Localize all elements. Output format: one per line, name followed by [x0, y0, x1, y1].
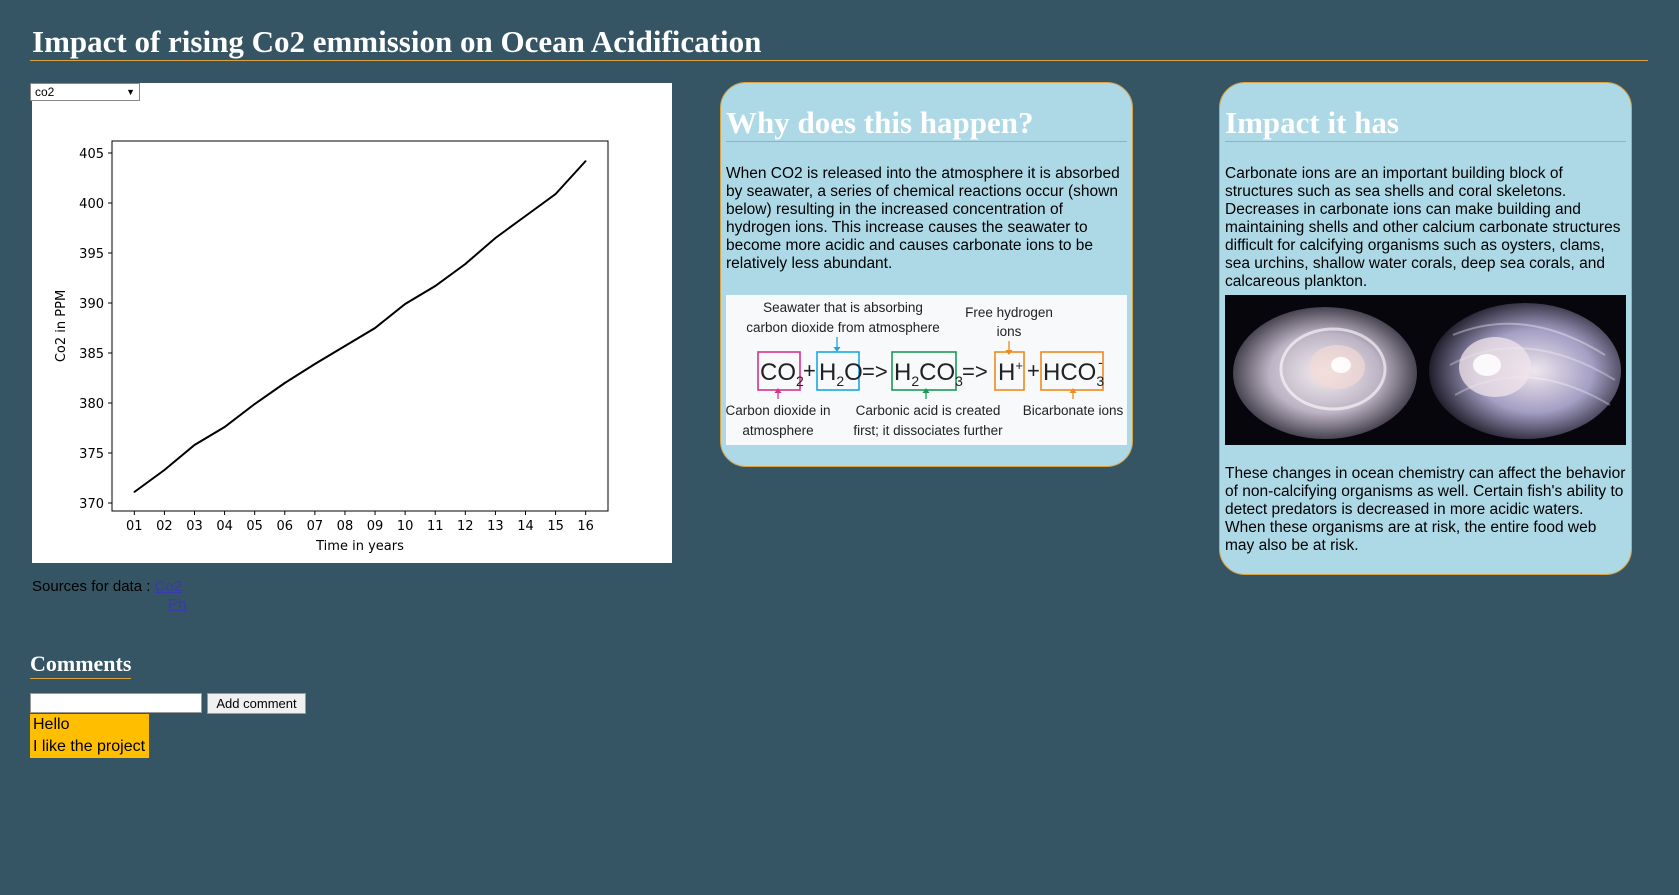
plus-sign: + — [803, 358, 816, 383]
data-point — [524, 215, 527, 217]
add-comment-button[interactable]: Add comment — [207, 693, 306, 714]
hco3-formula: HCO3- — [1043, 354, 1104, 389]
label-bicarbonate: Bicarbonate ions — [1023, 403, 1124, 418]
h2o-box — [816, 351, 860, 391]
title-divider — [30, 60, 1648, 61]
x-tick-label: 16 — [577, 519, 594, 534]
x-tick-label: 11 — [427, 519, 444, 534]
h2co3-formula: H2CO3 — [894, 359, 963, 389]
data-point — [253, 403, 256, 405]
impact-card: Impact it has Carbonate ions are an impo… — [1219, 82, 1632, 575]
co2-formula: CO2 — [760, 359, 804, 389]
x-tick-label: 04 — [216, 519, 233, 534]
data-point — [404, 303, 406, 305]
chemical-reaction-diagram: Seawater that is absorbing carbon dioxid… — [726, 295, 1127, 445]
label-seawater-2: carbon dioxide from atmosphere — [746, 320, 940, 335]
x-tick-label: 08 — [337, 519, 354, 534]
comment-list: Hello I like the project — [30, 714, 149, 758]
data-point — [434, 285, 437, 287]
hco3-box — [1040, 351, 1104, 391]
x-tick-label: 01 — [126, 519, 143, 534]
pteropod-shell-image — [1225, 295, 1626, 445]
label-acid-2: first; it dissociates further — [853, 423, 1003, 438]
impact-card-text-2: These changes in ocean chemistry can aff… — [1225, 465, 1626, 554]
x-tick-label: 06 — [276, 519, 293, 534]
data-point — [223, 426, 226, 428]
hplus-formula: H+ — [998, 358, 1023, 386]
x-axis-label: Time in years — [315, 539, 404, 554]
label-seawater-1: Seawater that is absorbing — [763, 300, 923, 315]
impact-card-text-1: Carbonate ions are an important building… — [1225, 165, 1621, 290]
co2-line-chart: 370 375 380 385 390 395 400 405 01 02 03 04 05 06 07 08… — [54, 140, 609, 554]
impact-card-title: Impact it has — [1225, 105, 1626, 142]
y-axis-label: Co2 in PPM — [54, 290, 69, 362]
x-tick-label: 02 — [156, 519, 173, 534]
chart-panel: 370 375 380 385 390 395 400 405 01 02 03 04 05 06 07 08… — [30, 83, 672, 563]
label-co2-1: Carbon dioxide in — [726, 403, 831, 418]
y-tick-label: 400 — [79, 197, 104, 212]
label-acid-1: Carbonic acid is created — [856, 403, 1001, 418]
comment-item: Hello — [33, 716, 70, 733]
h2o-formula: H2O — [819, 359, 863, 389]
co2-box — [757, 351, 801, 391]
x-tick-label: 13 — [487, 519, 504, 534]
hplus-box — [994, 351, 1025, 391]
x-tick-label: 09 — [367, 519, 384, 534]
sources-label: Sources for data : — [32, 578, 151, 595]
x-tick-label: 15 — [547, 519, 564, 534]
comment-item: I like the project — [33, 738, 146, 755]
data-point — [464, 263, 467, 265]
data-point — [163, 469, 166, 471]
x-tick-label: 12 — [457, 519, 474, 534]
x-tick-label: 05 — [246, 519, 263, 534]
comment-input[interactable] — [30, 693, 202, 713]
ph-source-link[interactable]: Ph — [168, 596, 187, 613]
comments-title: Comments — [30, 650, 132, 679]
dataset-select-value: co2 — [35, 85, 55, 99]
h2co3-box — [891, 351, 957, 391]
y-tick-label: 385 — [79, 347, 104, 362]
page-title: Impact of rising Co2 emmission on Ocean … — [32, 24, 762, 59]
x-tick-label: 03 — [186, 519, 203, 534]
x-tick-label: 10 — [397, 519, 414, 534]
co2-source-link[interactable]: Co2 — [154, 578, 183, 595]
data-point — [554, 193, 557, 195]
data-sources: Sources for data : Co2 Ph — [32, 578, 186, 614]
chevron-down-icon: ▼ — [126, 87, 135, 97]
dataset-select[interactable]: co2 ▼ — [30, 83, 140, 101]
why-card-title: Why does this happen? — [726, 105, 1127, 142]
label-hydrogen-2: ions — [997, 324, 1022, 339]
label-co2-2: atmosphere — [742, 423, 813, 438]
data-point — [283, 382, 286, 384]
why-card-text: When CO2 is released into the atmosphere… — [726, 165, 1120, 272]
y-tick-label: 395 — [79, 247, 104, 262]
co2-series-line — [133, 160, 587, 493]
data-point — [374, 327, 376, 329]
y-tick-label: 375 — [79, 447, 104, 462]
data-point — [314, 363, 316, 365]
plot-frame — [111, 140, 609, 512]
y-tick-label: 405 — [79, 147, 104, 162]
why-card: Why does this happen? When CO2 is releas… — [720, 82, 1133, 467]
data-point — [193, 444, 196, 446]
data-point — [494, 237, 497, 239]
label-hydrogen-1: Free hydrogen — [965, 305, 1053, 320]
x-tick-label: 07 — [307, 519, 324, 534]
reaction-arrow: => — [962, 359, 988, 384]
data-point — [133, 491, 136, 493]
y-tick-label: 390 — [79, 297, 104, 312]
data-point — [344, 345, 346, 347]
plus-sign: + — [1027, 358, 1040, 383]
y-tick-label: 370 — [79, 497, 104, 512]
reaction-arrow: => — [862, 359, 888, 384]
y-tick-label: 380 — [79, 397, 104, 412]
data-point — [584, 160, 587, 162]
x-tick-label: 14 — [517, 519, 534, 534]
